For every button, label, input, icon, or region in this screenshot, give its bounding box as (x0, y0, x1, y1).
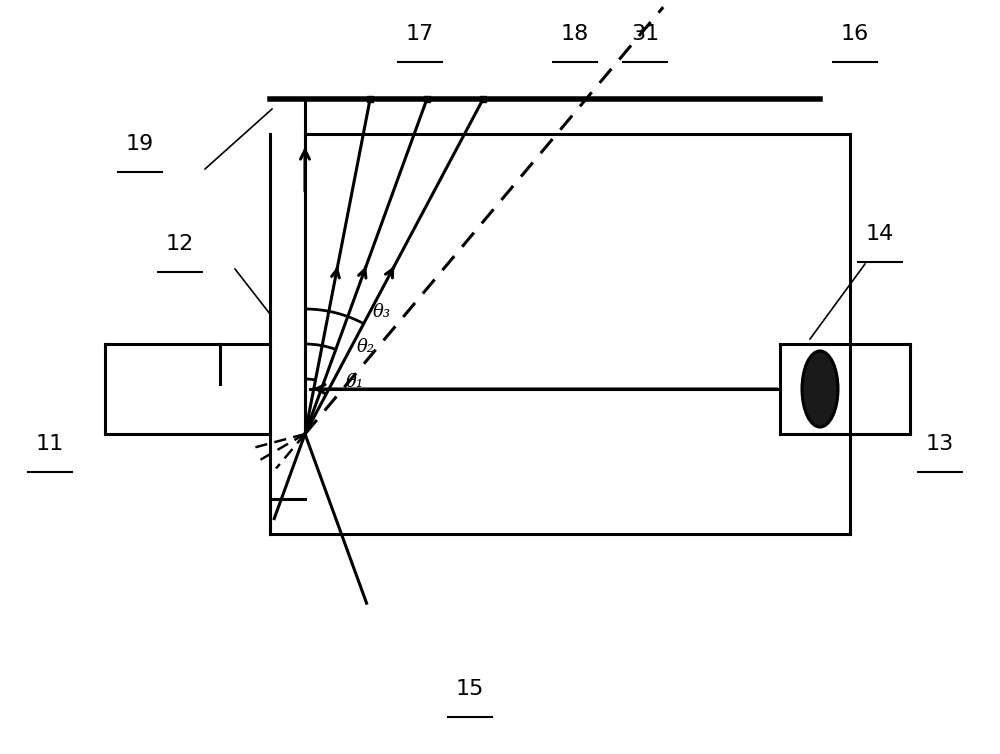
Text: 19: 19 (126, 134, 154, 154)
Text: θ₃: θ₃ (373, 303, 391, 321)
Text: θ₂: θ₂ (357, 338, 375, 356)
Text: 14: 14 (866, 224, 894, 244)
Text: θ₁: θ₁ (346, 373, 364, 391)
Text: 16: 16 (841, 24, 869, 44)
Ellipse shape (802, 351, 838, 427)
Text: 15: 15 (456, 679, 484, 699)
Text: 12: 12 (166, 234, 194, 254)
Text: 18: 18 (561, 24, 589, 44)
Text: 17: 17 (406, 24, 434, 44)
Text: 11: 11 (36, 434, 64, 454)
Text: 13: 13 (926, 434, 954, 454)
Text: 31: 31 (631, 24, 659, 44)
